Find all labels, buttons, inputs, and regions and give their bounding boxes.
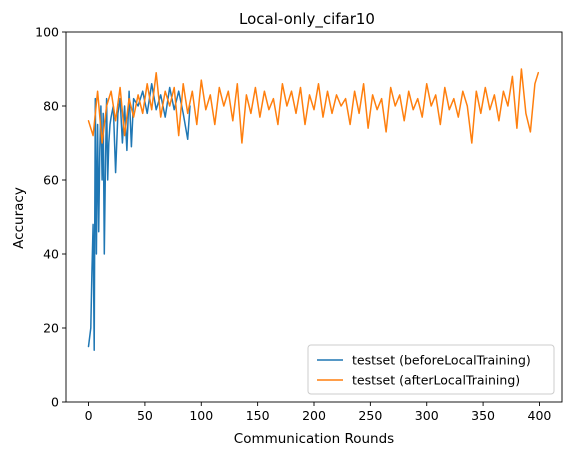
- legend: testset (beforeLocalTraining) testset (af…: [307, 344, 555, 395]
- y-tick-label: 0: [51, 395, 59, 410]
- x-tick-label: 350: [471, 408, 495, 423]
- x-tick-label: 400: [528, 408, 552, 423]
- legend-label: testset (afterLocalTraining): [352, 373, 520, 388]
- y-tick-label: 40: [43, 247, 59, 262]
- series-layer: [87, 68, 540, 351]
- x-tick-label: 200: [302, 408, 326, 423]
- legend-label: testset (beforeLocalTraining): [352, 353, 531, 368]
- y-axis-label: Accuracy: [11, 187, 27, 249]
- y-tick-label: 20: [43, 321, 59, 336]
- x-tick-label: 300: [415, 408, 439, 423]
- x-tick-label: 100: [189, 408, 213, 423]
- legend-box: [307, 344, 555, 395]
- y-tick-label: 80: [43, 99, 59, 114]
- chart-title: Local-only_cifar10: [239, 10, 375, 29]
- x-tick-label: 0: [85, 408, 93, 423]
- x-axis-label: Communication Rounds: [234, 431, 394, 447]
- x-axis: 0 50 100 150 200 250 300 350 400: [85, 402, 552, 423]
- x-tick-label: 150: [246, 408, 270, 423]
- series-line-1: [87, 83, 191, 351]
- x-tick-label: 50: [137, 408, 153, 423]
- y-axis: 0 20 40 60 80 100: [35, 25, 66, 410]
- x-tick-label: 250: [358, 408, 382, 423]
- y-tick-label: 60: [43, 173, 59, 188]
- y-tick-label: 100: [35, 25, 59, 40]
- series-line-2: [87, 68, 540, 144]
